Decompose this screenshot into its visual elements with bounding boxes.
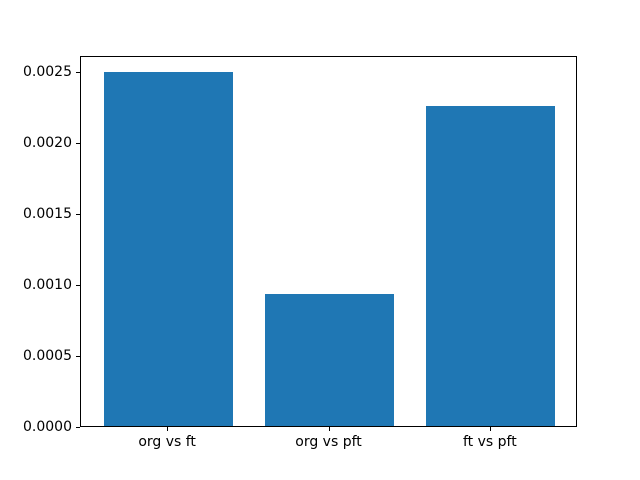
x-tick-mark <box>328 427 330 431</box>
bar-org-vs-pft <box>264 293 395 426</box>
x-tick-label: ft vs pft <box>463 434 517 450</box>
y-tick-mark <box>76 142 80 144</box>
y-tick-mark <box>76 71 80 73</box>
y-tick-label: 0.0015 <box>23 205 72 222</box>
y-tick-label: 0.0005 <box>23 347 72 364</box>
y-tick-label: 0.0020 <box>23 134 72 151</box>
y-tick-mark <box>76 355 80 357</box>
x-tick-mark <box>489 427 491 431</box>
plot-area <box>80 56 577 427</box>
y-tick-mark <box>76 213 80 215</box>
bar-org-vs-ft <box>103 72 233 426</box>
x-tick-mark <box>167 427 169 431</box>
bar-ft-vs-pft <box>426 106 556 426</box>
y-tick-label: 0.0010 <box>23 276 72 293</box>
y-tick-mark <box>76 427 80 428</box>
y-tick-label: 0.0025 <box>23 63 72 80</box>
x-tick-label: org vs ft <box>138 434 196 450</box>
y-tick-mark <box>76 284 80 286</box>
y-tick-label: 0.0000 <box>23 419 72 435</box>
x-tick-label: org vs pft <box>295 434 362 450</box>
